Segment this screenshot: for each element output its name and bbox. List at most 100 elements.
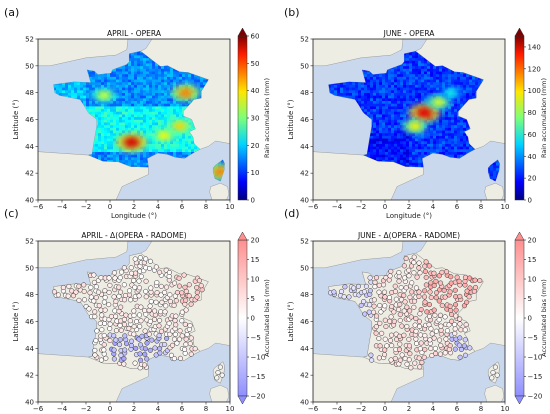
rain-cell (173, 140, 177, 144)
rain-cell (155, 114, 159, 118)
rain-cell (134, 106, 138, 110)
rain-cell (370, 116, 374, 120)
rain-cell (125, 119, 129, 123)
rain-cell (83, 87, 87, 91)
rain-cell (152, 106, 156, 110)
rain-cell (167, 79, 171, 83)
rain-cell (230, 74, 233, 77)
rain-cell (152, 103, 156, 107)
rain-cell (418, 165, 422, 169)
rain-cell (385, 130, 389, 134)
rain-cell (119, 151, 123, 155)
rain-cell (95, 116, 99, 120)
rain-cell (173, 73, 177, 77)
rain-cell (161, 84, 165, 88)
rain-cell (110, 119, 114, 123)
rain-cell (397, 154, 401, 158)
rain-cell (376, 151, 380, 155)
rain-cell (113, 81, 117, 85)
rain-cell (149, 81, 153, 85)
rain-cell (164, 92, 168, 96)
rain-cell (418, 140, 422, 144)
rain-cell (367, 89, 371, 93)
rain-cell (412, 140, 416, 144)
rain-cell (367, 154, 371, 158)
rain-cell (370, 127, 374, 131)
rain-hotspot (178, 87, 193, 98)
rain-cell (107, 140, 111, 144)
rain-cell (191, 73, 195, 77)
rain-cell (391, 159, 395, 163)
rain-cell (95, 76, 99, 80)
rain-cell (388, 95, 392, 99)
rain-cell (152, 98, 156, 102)
rain-cell (101, 81, 105, 85)
rain-cell (137, 87, 141, 91)
rain-cell (176, 146, 180, 150)
rain-cell (358, 98, 362, 102)
rain-cell (92, 111, 96, 115)
rain-cell (358, 92, 362, 96)
rain-cell (409, 116, 413, 120)
rain-cell (188, 143, 192, 147)
rain-cell (116, 73, 120, 77)
rain-cell (122, 116, 126, 120)
rain-cell (376, 81, 380, 85)
rain-cell (170, 114, 174, 118)
rain-cell (376, 127, 380, 131)
rain-cell (412, 79, 416, 83)
rain-cell (65, 81, 69, 85)
rain-cell (370, 84, 374, 88)
rain-cell (140, 165, 144, 169)
rain-cell (131, 65, 135, 69)
rain-cell (170, 143, 174, 147)
rain-cell (370, 149, 374, 152)
rain-cell (122, 124, 126, 128)
panel-label: (a) (4, 6, 19, 19)
rain-cell (155, 65, 159, 69)
rain-cell (385, 159, 389, 163)
rain-cell (119, 92, 123, 96)
rain-cell (382, 89, 386, 93)
rain-cell (352, 92, 356, 96)
rain-cell (385, 98, 389, 102)
rain-cell (400, 140, 404, 144)
rain-cell (152, 79, 156, 83)
rain-cell (149, 151, 153, 155)
rain-cell (167, 92, 171, 96)
rain-cell (173, 154, 177, 158)
rain-cell (161, 119, 165, 123)
rain-cell (397, 151, 401, 155)
rain-cell (149, 122, 153, 126)
rain-cell (140, 103, 144, 107)
rain-cell (122, 106, 126, 110)
rain-cell (403, 149, 407, 152)
rain-cell (149, 95, 153, 99)
rain-cell (379, 151, 383, 155)
rain-cell (167, 73, 171, 77)
rain-cell (364, 106, 368, 110)
rain-cell (397, 138, 401, 142)
rain-cell (53, 89, 57, 93)
rain-cell (394, 98, 398, 102)
rain-cell (200, 84, 204, 88)
rain-cell (382, 138, 386, 142)
rain-cell (406, 71, 410, 75)
rain-cell (406, 79, 410, 83)
rain-cell (104, 103, 108, 107)
rain-cell (182, 140, 186, 144)
rain-cell (182, 151, 186, 155)
rain-cell (164, 143, 168, 147)
rain-cell (391, 81, 395, 85)
rain-cell (230, 60, 233, 63)
rain-cell (137, 162, 141, 166)
rain-cell (143, 63, 147, 67)
rain-cell (110, 116, 114, 120)
rain-cell (128, 154, 132, 158)
rain-cell (382, 81, 386, 85)
rain-cell (415, 68, 419, 72)
rain-cell (113, 108, 117, 112)
rain-cell (394, 76, 398, 80)
rain-cell (152, 87, 156, 91)
rain-cell (412, 151, 416, 155)
